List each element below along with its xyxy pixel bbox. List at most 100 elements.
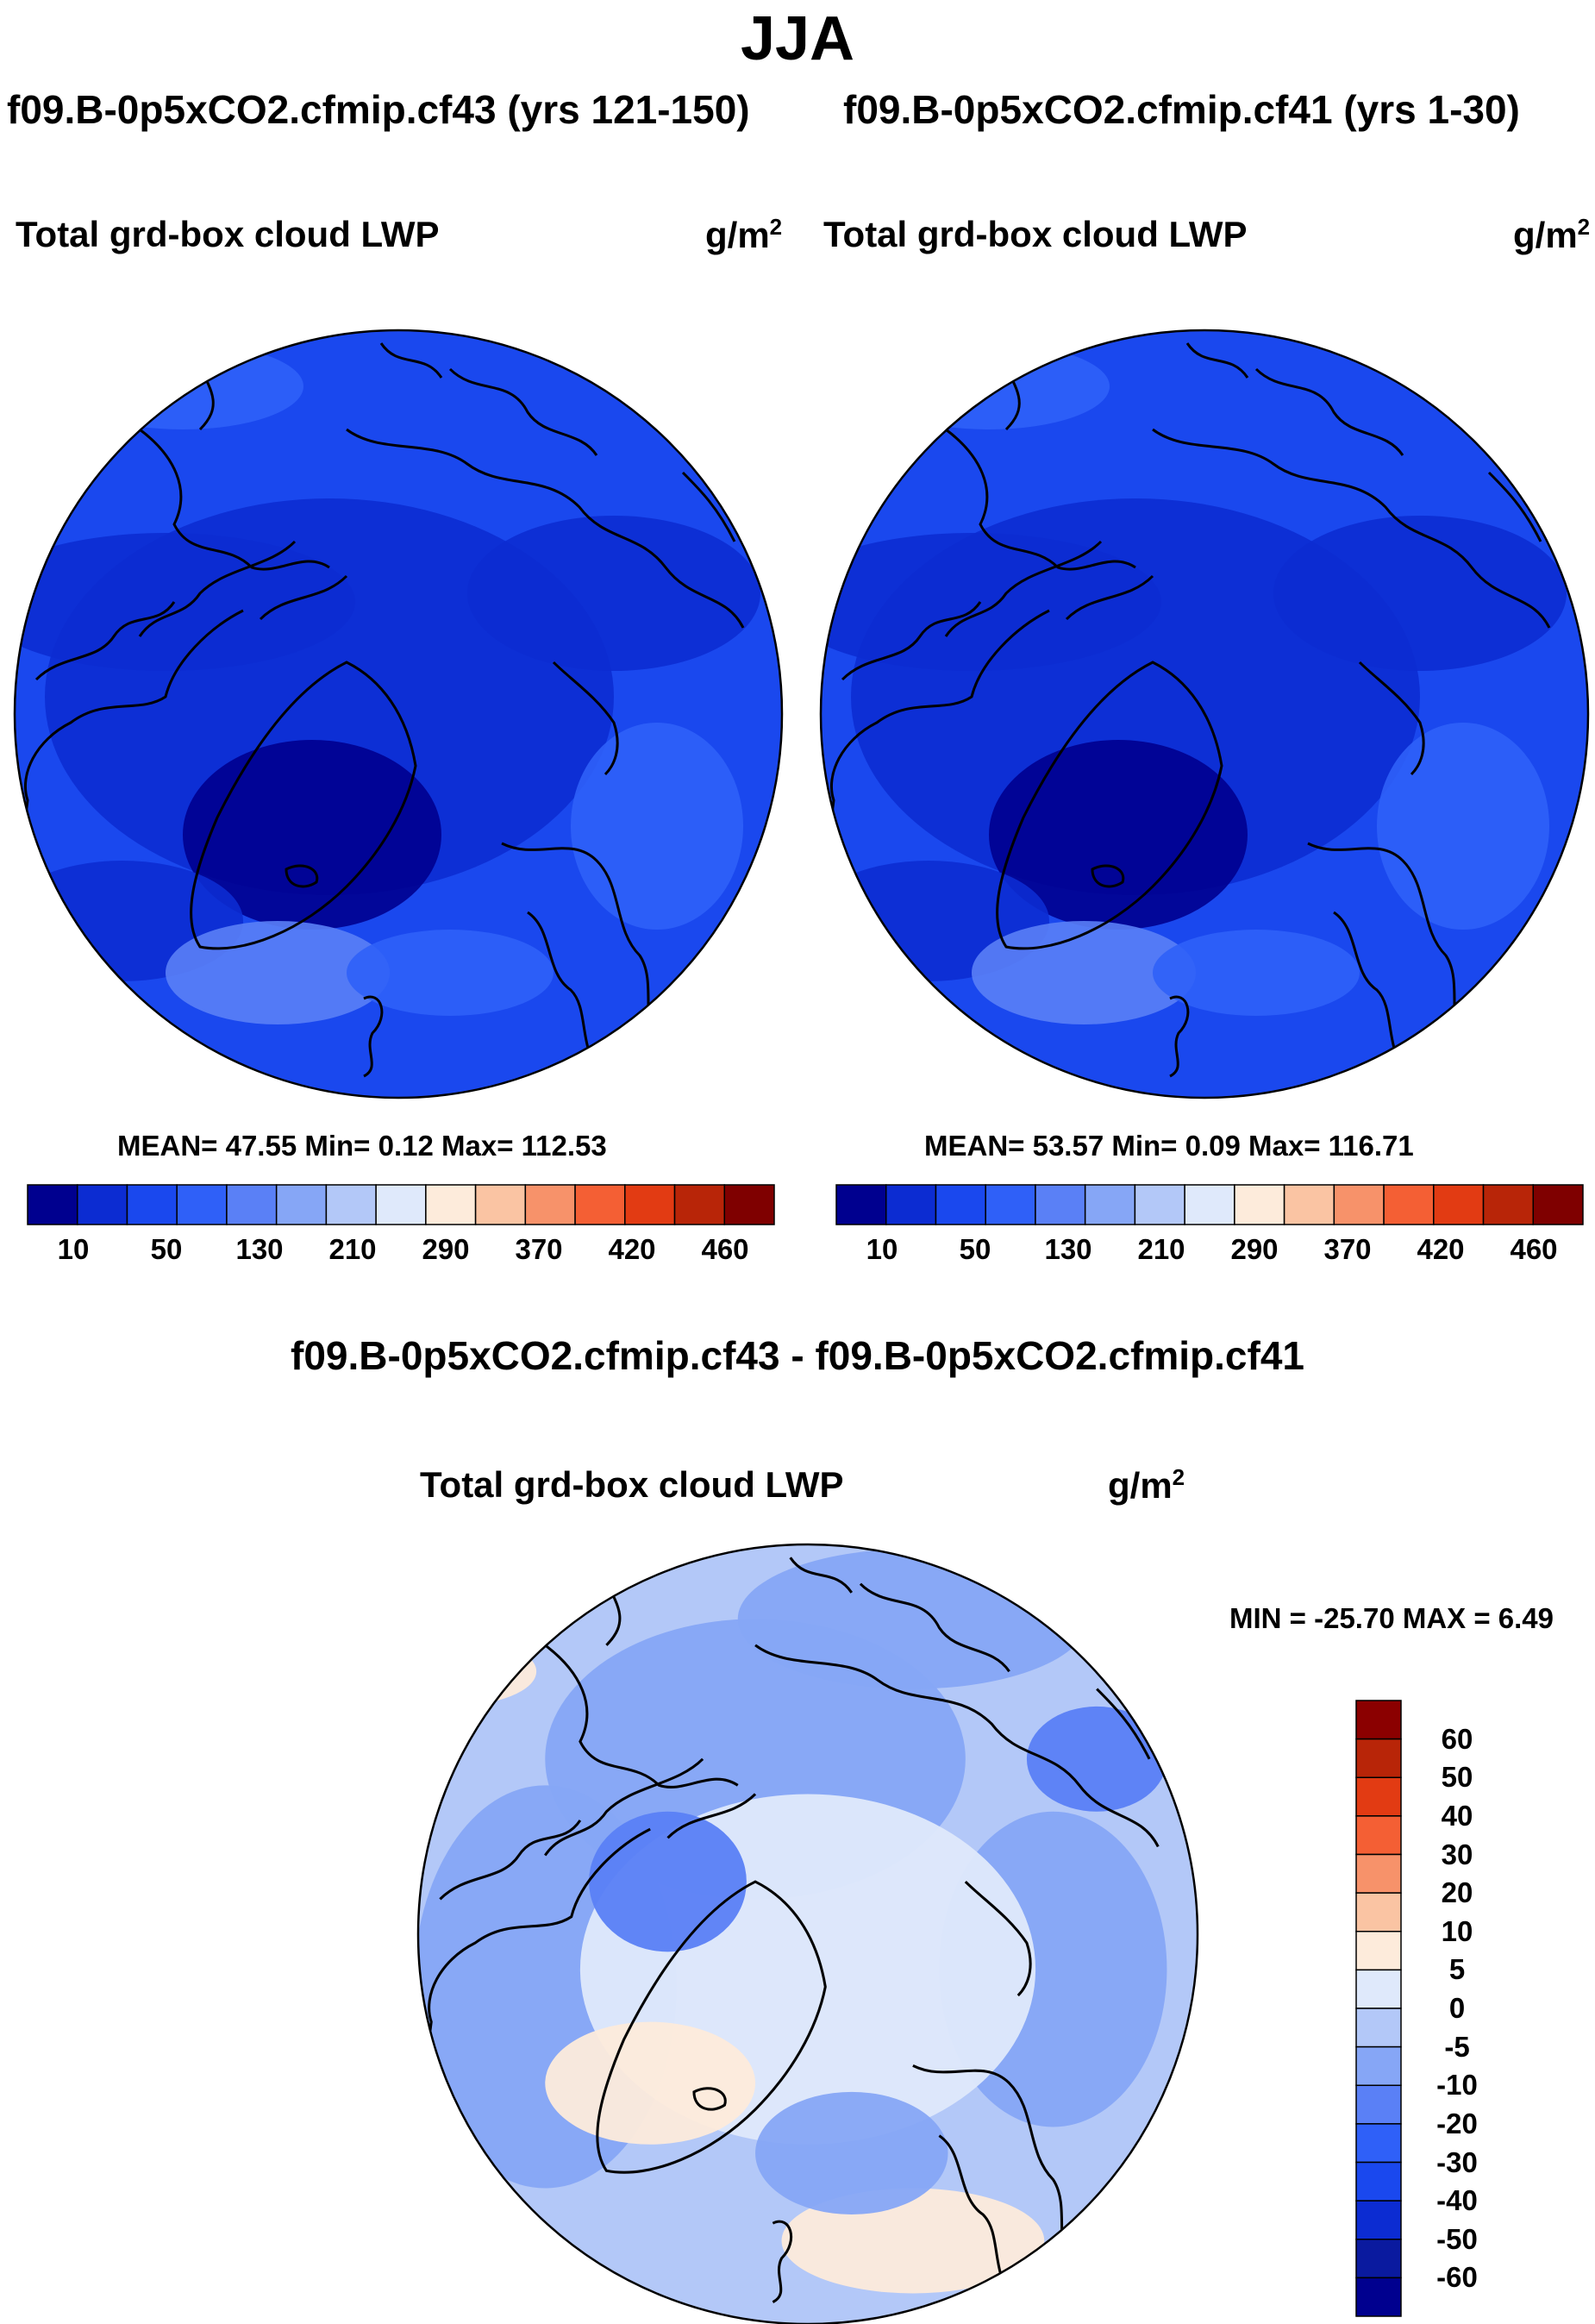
- field-contour: [781, 2188, 1045, 2294]
- colorbar-swatch: [76, 1184, 128, 1225]
- colorbar-tick-label: 0: [1448, 1992, 1466, 2024]
- colorbar-tick-label: 50: [150, 1233, 183, 1265]
- colorbar-swatch: [1134, 1184, 1185, 1225]
- colorbar-tick-label: 210: [1137, 1233, 1185, 1265]
- colorbar-tick-label: -20: [1436, 2107, 1478, 2139]
- field-contour: [868, 343, 1110, 429]
- colorbar-swatch: [1383, 1184, 1435, 1225]
- colorbar-tick-label: 420: [608, 1233, 656, 1265]
- right-stats: MEAN= 53.57 Min= 0.09 Max= 116.71: [924, 1130, 1414, 1162]
- colorbar-swatch: [1355, 1776, 1402, 1817]
- colorbar-swatch: [624, 1184, 676, 1225]
- diff-colorbar-labels: 60 50 40 30 20 10 5 0 -5 -10 -20 -30 -40 -50 -60: [1423, 0, 1526, 2324]
- colorbar-swatch: [673, 1184, 726, 1225]
- colorbar-swatch: [425, 1184, 477, 1225]
- field-contour: [347, 930, 554, 1016]
- colorbar-swatch: [885, 1184, 937, 1225]
- colorbar-tick-label: 420: [1417, 1233, 1465, 1265]
- colorbar-swatch: [1084, 1184, 1136, 1225]
- colorbar-tick-label: 460: [701, 1233, 749, 1265]
- colorbar-swatch: [1355, 1931, 1402, 1971]
- colorbar-swatch: [1355, 2239, 1402, 2279]
- field-contour: [1026, 1706, 1167, 1812]
- colorbar-tick-label: -5: [1444, 2030, 1470, 2063]
- colorbar-swatch: [1333, 1184, 1385, 1225]
- colorbar-swatch: [126, 1184, 178, 1225]
- colorbar-tick-label: 60: [1441, 1722, 1473, 1755]
- colorbar-swatch: [1355, 1892, 1402, 1932]
- colorbar-swatch: [1355, 1700, 1402, 1740]
- colorbar-swatch: [325, 1184, 377, 1225]
- field-contour: [989, 740, 1248, 930]
- colorbar-tick-label: -10: [1436, 2069, 1478, 2102]
- colorbar-tick-label: -60: [1436, 2261, 1478, 2294]
- colorbar-tick-label: -40: [1436, 2184, 1478, 2217]
- right-variable-label: Total grd-box cloud LWP: [823, 214, 1248, 254]
- colorbar-tick-label: 40: [1441, 1799, 1473, 1832]
- left-run-title: f09.B-0p5xCO2.cfmip.cf43 (yrs 121-150): [7, 87, 750, 132]
- field-contour: [1377, 723, 1549, 930]
- colorbar-swatch: [1355, 2008, 1402, 2048]
- field-contour: [62, 343, 303, 429]
- colorbar-swatch: [1234, 1184, 1285, 1225]
- field-contour: [571, 723, 743, 930]
- colorbar-swatch: [1355, 2200, 1402, 2240]
- diff-variable-label: Total grd-box cloud LWP: [420, 1464, 844, 1505]
- colorbar-tick-label: 5: [1448, 1953, 1466, 1986]
- colorbar-tick-label: -50: [1436, 2222, 1478, 2255]
- colorbar-swatch: [1355, 2045, 1402, 2086]
- colorbar-swatch: [935, 1184, 986, 1225]
- colorbar-swatch: [1283, 1184, 1335, 1225]
- colorbar-swatch: [1355, 1738, 1402, 1778]
- colorbar-tick-label: 130: [1044, 1233, 1092, 1265]
- colorbar-swatch: [1433, 1184, 1485, 1225]
- diff-units-label: g/m2: [1108, 1464, 1185, 1506]
- difference-title: f09.B-0p5xCO2.cfmip.cf43 - f09.B-0p5xCO2…: [291, 1333, 1304, 1378]
- colorbar-swatch: [226, 1184, 278, 1225]
- colorbar-swatch: [474, 1184, 527, 1225]
- colorbar-tick-label: -30: [1436, 2145, 1478, 2178]
- field-contour: [418, 1636, 537, 1707]
- colorbar-swatch: [723, 1184, 775, 1225]
- right-units-label: g/m2: [1513, 214, 1591, 255]
- colorbar-tick-label: 370: [515, 1233, 563, 1265]
- field-contour: [821, 533, 1161, 671]
- colorbar-tick-label: 10: [1441, 1914, 1473, 1947]
- colorbar-swatch: [375, 1184, 427, 1225]
- colorbar-tick-label: 10: [866, 1233, 898, 1265]
- colorbar-tick-label: 290: [422, 1233, 470, 1265]
- colorbar-swatch: [1355, 1969, 1402, 2009]
- colorbar-tick-label: 10: [57, 1233, 90, 1265]
- colorbar-swatch: [1482, 1184, 1535, 1225]
- left-colorbar-labels: 10 50 130 210 290 370 420 460: [0, 1233, 1595, 1268]
- left-polar-map: [13, 329, 784, 1099]
- colorbar-tick-label: 30: [1441, 1838, 1473, 1870]
- colorbar-swatch: [176, 1184, 228, 1225]
- colorbar-tick-label: 370: [1323, 1233, 1372, 1265]
- colorbar-swatch: [1355, 2277, 1402, 2317]
- colorbar-swatch: [1355, 2161, 1402, 2202]
- colorbar-tick-label: 50: [1441, 1761, 1473, 1794]
- field-contour: [1273, 516, 1567, 671]
- colorbar-tick-label: 20: [1441, 1876, 1473, 1909]
- field-contour: [15, 533, 355, 671]
- colorbar-swatch: [835, 1184, 887, 1225]
- colorbar-swatch: [985, 1184, 1036, 1225]
- colorbar-swatch: [1355, 1853, 1402, 1894]
- right-run-title: f09.B-0p5xCO2.cfmip.cf41 (yrs 1-30): [843, 87, 1520, 132]
- colorbar-tick-label: 290: [1230, 1233, 1279, 1265]
- colorbar-swatch: [1355, 1815, 1402, 1856]
- colorbar-swatch: [1355, 2084, 1402, 2125]
- colorbar-swatch: [1184, 1184, 1235, 1225]
- field-contour: [972, 921, 1196, 1024]
- right-polar-map: [819, 329, 1590, 1099]
- right-colorbar-labels: 10 50 130 210 290 370 420 460: [0, 1233, 1595, 1268]
- colorbar-tick-label: 130: [235, 1233, 284, 1265]
- map-border: [416, 1543, 1199, 2324]
- colorbar-tick-label: 460: [1510, 1233, 1558, 1265]
- diff-polar-map: [416, 1543, 1199, 2324]
- left-variable-label: Total grd-box cloud LWP: [16, 214, 440, 254]
- colorbar-swatch: [1035, 1184, 1086, 1225]
- diff-colorbar: [1355, 1700, 1402, 2317]
